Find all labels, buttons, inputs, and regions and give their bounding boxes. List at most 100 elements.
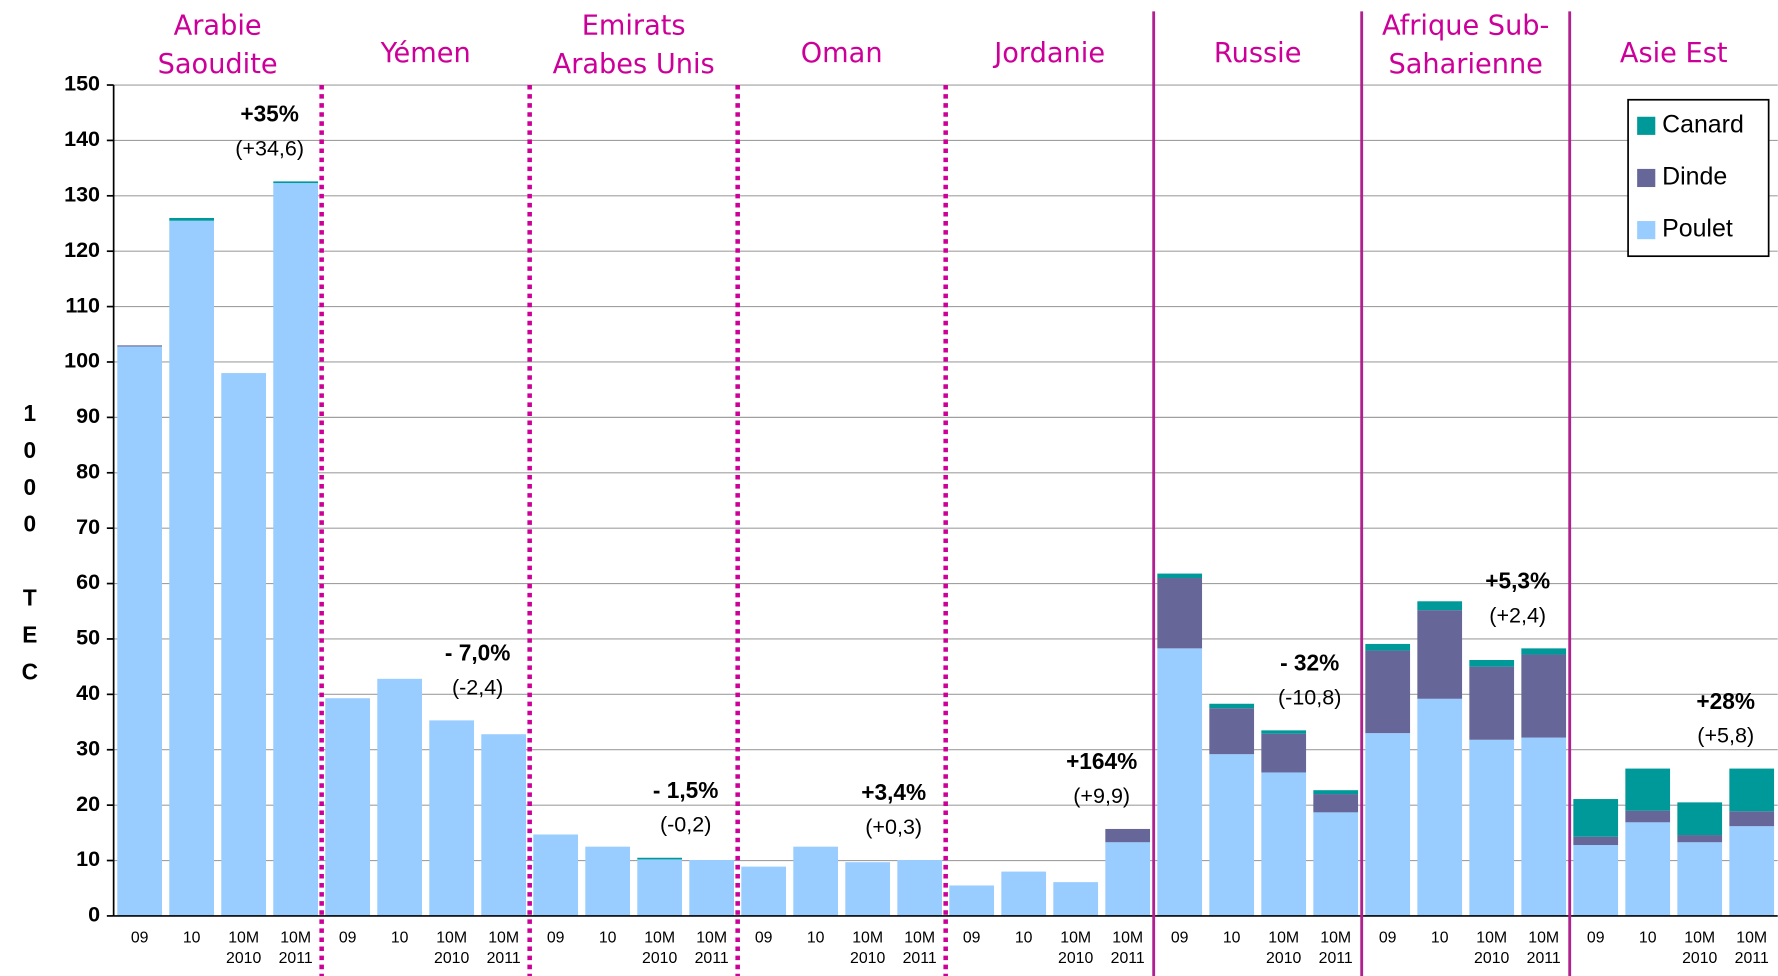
x-tick-label: 10M 2011 [1735, 930, 1769, 967]
x-tick-label: 10M 2011 [903, 930, 937, 967]
y-tick-label: 40 [76, 681, 100, 705]
annotation-delta: (+0,3) [865, 815, 922, 839]
bar-segment [585, 846, 631, 916]
group-label: Arabie [174, 11, 262, 42]
bar-segment [1157, 578, 1203, 649]
bar-segment [793, 846, 839, 916]
bar-segment [1521, 648, 1567, 655]
annotation-pct: +3,4% [861, 779, 926, 805]
y-tick-label: 30 [76, 736, 100, 760]
bar-segment [1313, 794, 1359, 813]
bar-segment [1261, 730, 1307, 734]
bar-segment [1209, 703, 1255, 709]
bar-segment [741, 866, 787, 916]
x-tick-label: 10 [1015, 930, 1033, 947]
bar-segment [1209, 708, 1255, 755]
x-tick-label: 10 [599, 930, 617, 947]
legend-label: Poulet [1662, 215, 1733, 243]
bar-segment [325, 698, 371, 916]
x-tick-label: 10M 2011 [1527, 930, 1561, 967]
bar-segment [1677, 842, 1723, 916]
bar-segment [1313, 790, 1359, 795]
group-label: Saoudite [158, 49, 278, 80]
bar-segment [1677, 835, 1723, 843]
bar-segment [169, 220, 215, 916]
x-tick-label: 10M 2011 [487, 930, 521, 967]
bar-segment [1469, 666, 1515, 740]
x-tick-label: 10M 2010 [434, 930, 469, 967]
bar-segment [1365, 650, 1411, 734]
y-tick-label: 70 [76, 515, 100, 539]
x-tick-label: 09 [1379, 930, 1397, 947]
legend-swatch [1637, 116, 1656, 135]
bar-segment [1573, 799, 1619, 837]
annotation-pct: - 7,0% [445, 640, 510, 666]
bar-segment [1521, 737, 1567, 916]
x-tick-label: 10 [1223, 930, 1241, 947]
x-tick-label: 10M 2010 [642, 930, 677, 967]
bar-segment [273, 183, 319, 916]
group-label: Emirats [582, 11, 686, 42]
bar-segment [1469, 739, 1515, 916]
bar-segment [1365, 643, 1411, 651]
x-tick-label: 10 [183, 930, 201, 947]
bar-segment [377, 678, 423, 916]
y-tick-label: 100 [64, 349, 100, 373]
annotation-pct: - 32% [1280, 650, 1339, 676]
x-tick-label: 10M 2010 [226, 930, 261, 967]
bar-segment [1261, 772, 1307, 916]
bar-segment [1157, 648, 1203, 916]
y-tick-label: 10 [76, 847, 100, 871]
bar-segment [1729, 768, 1775, 812]
bar-segment [1313, 812, 1359, 916]
annotation-delta: (+34,6) [235, 136, 304, 160]
x-tick-label: 10M 2010 [1682, 930, 1717, 967]
annotation-delta: (+5,8) [1697, 724, 1754, 748]
y-tick-label: 150 [64, 72, 100, 96]
bar-segment [1105, 842, 1151, 916]
bar-segment [1625, 810, 1671, 823]
bar-segment [429, 720, 475, 916]
bar-segment [1053, 882, 1099, 916]
legend-label: Canard [1662, 110, 1744, 138]
x-tick-label: 10M 2010 [1266, 930, 1301, 967]
bar-segment [637, 857, 683, 860]
x-tick-label: 10 [807, 930, 825, 947]
annotation-delta: (+2,4) [1489, 603, 1546, 627]
group-label: Arabes Unis [553, 49, 715, 80]
bar-segment [1469, 660, 1515, 667]
group-label: Russie [1214, 38, 1302, 69]
x-tick-label: 10 [1431, 930, 1449, 947]
bar-segment [1417, 601, 1463, 611]
y-tick-label: 140 [64, 127, 100, 151]
annotation-delta: (+9,9) [1073, 784, 1130, 808]
annotation-delta: (-10,8) [1278, 685, 1341, 709]
annotation-delta: (-2,4) [452, 675, 503, 699]
bar-segment [1573, 836, 1619, 846]
bar-segment [1625, 768, 1671, 811]
bar-segment [1001, 871, 1047, 916]
x-tick-label: 09 [339, 930, 357, 947]
y-tick-label: 80 [76, 459, 100, 483]
x-tick-label: 10M 2011 [695, 930, 729, 967]
bar-segment [221, 373, 267, 916]
bar-segment [897, 859, 943, 916]
group-label: Afrique Sub- [1382, 11, 1549, 42]
group-label: Asie Est [1620, 38, 1728, 69]
bar-segment [1625, 822, 1671, 916]
bar-segment [1157, 573, 1203, 579]
bar-segment [1729, 826, 1775, 916]
x-tick-label: 09 [1587, 930, 1605, 947]
y-tick-label: 130 [64, 182, 100, 206]
y-tick-label: 0 [88, 903, 100, 927]
bar-segment [1521, 654, 1567, 738]
x-tick-label: 10 [391, 930, 409, 947]
y-tick-label: 120 [64, 238, 100, 262]
bar-segment [845, 862, 891, 916]
x-tick-label: 10M 2010 [850, 930, 885, 967]
annotation-pct: - 1,5% [653, 777, 718, 803]
y-tick-label: 50 [76, 626, 100, 650]
x-tick-label: 09 [547, 930, 565, 947]
legend-swatch [1637, 168, 1656, 188]
